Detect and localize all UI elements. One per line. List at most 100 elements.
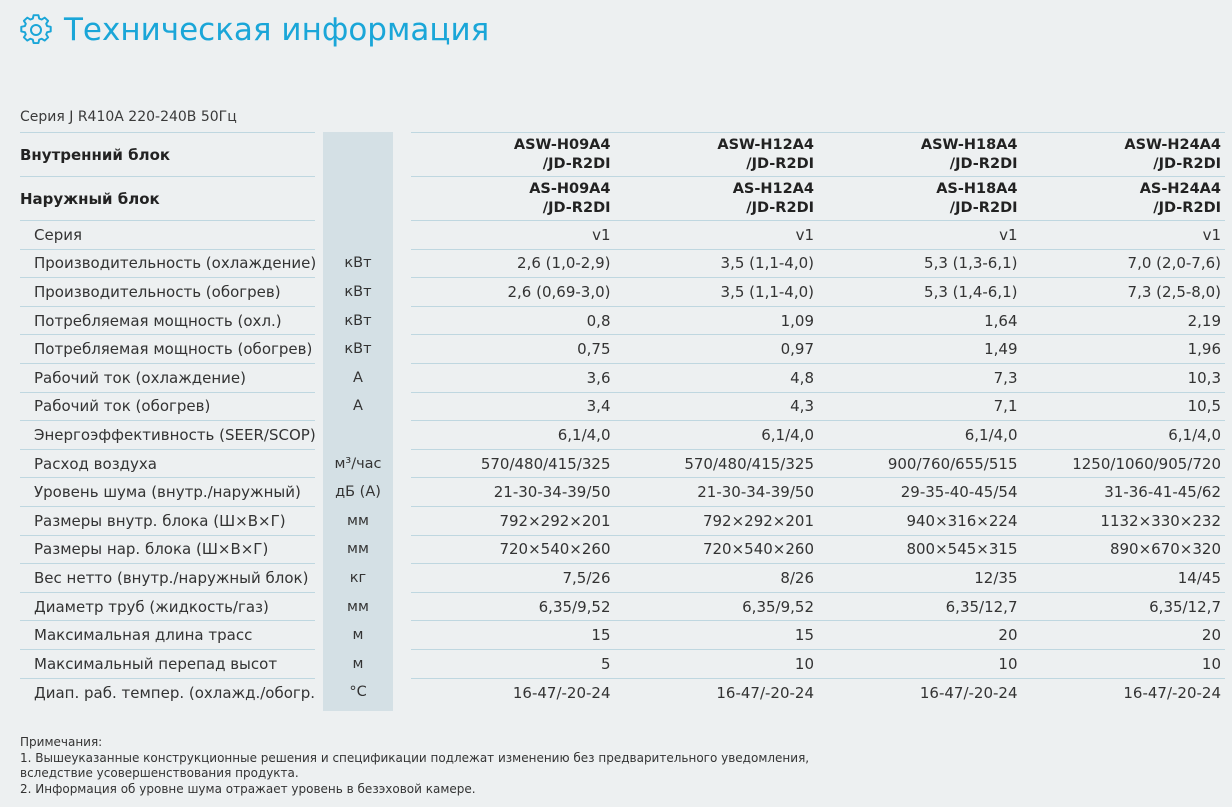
gap-cell xyxy=(393,363,411,392)
param-value: 792×292×201 xyxy=(411,505,615,536)
gap-cell xyxy=(315,535,323,564)
gap-cell xyxy=(393,478,411,507)
param-label: Диап. раб. темпер. (охлажд./обогр.) xyxy=(20,677,315,707)
param-value: 6,1/4,0 xyxy=(411,420,615,450)
param-value: 6,35/9,52 xyxy=(411,591,615,621)
table-row: Максимальный перепад высот м 5 10 10 10 xyxy=(20,648,1225,678)
param-label: Серия xyxy=(20,220,315,250)
param-value: v1 xyxy=(1021,220,1225,250)
gap-cell xyxy=(315,649,323,678)
model-name-line: ASW-H12A4 xyxy=(717,136,814,153)
param-value: 15 xyxy=(614,620,818,650)
param-value: 720×540×260 xyxy=(411,534,615,564)
model-name-line: ASW-H09A4 xyxy=(513,136,611,153)
param-unit: кг xyxy=(349,569,367,586)
gap-cell xyxy=(393,249,411,278)
table-row: Потребляемая мощность (обогрев) кВт 0,75 0,… xyxy=(20,334,1225,364)
note-line: вследствие усовершенствования продукта. xyxy=(20,766,299,780)
param-value: 16-47/-20-24 xyxy=(411,677,615,707)
param-value: 29-35-40-45/54 xyxy=(818,477,1022,507)
unit-column-band xyxy=(323,132,393,711)
model-name-line: /JD-R2DI xyxy=(1153,199,1221,216)
param-value: 3,6 xyxy=(411,362,615,393)
param-value: 1,09 xyxy=(614,305,818,335)
param-value: 10,3 xyxy=(1021,362,1225,393)
model-name-cell: AS-H12A4/JD-R2DI xyxy=(614,176,818,221)
model-name-line: ASW-H18A4 xyxy=(920,136,1018,153)
param-value: 7,0 (2,0-7,6) xyxy=(1021,248,1225,278)
param-label: Энергоэффективность (SEER/SCOP) xyxy=(20,420,315,450)
param-label: Максимальная длина трасс xyxy=(20,620,315,650)
table-row: Производительность (охлаждение) кВт 2,6 (1… xyxy=(20,248,1225,278)
param-unit: м xyxy=(352,627,364,644)
param-value: 800×545×315 xyxy=(818,534,1022,564)
gap-cell xyxy=(315,133,323,177)
gap-cell xyxy=(315,221,323,250)
gap-cell xyxy=(393,449,411,478)
param-value: 570/480/415/325 xyxy=(614,448,818,478)
gap-cell xyxy=(393,221,411,250)
gap-cell xyxy=(393,535,411,564)
param-label: Потребляемая мощность (обогрев) xyxy=(20,334,315,364)
page-header: Техническая информация xyxy=(20,8,489,52)
note-line: 1. Вышеуказанные конструкционные решения… xyxy=(20,750,810,765)
param-value: 4,3 xyxy=(614,391,818,421)
table-row: Расход воздуха м³/час 570/480/415/325 570/4… xyxy=(20,448,1225,478)
model-name-line: AS-H24A4 xyxy=(1139,180,1221,197)
gap-cell xyxy=(393,564,411,593)
model-name-line: /JD-R2DI xyxy=(746,155,814,172)
param-value: v1 xyxy=(818,220,1022,250)
table-row: Диап. раб. темпер. (охлажд./обогр.) °С 16-… xyxy=(20,677,1225,707)
param-value: 5 xyxy=(411,648,615,678)
note-line: 2. Информация об уровне шума отражает ур… xyxy=(20,781,476,796)
param-value: 792×292×201 xyxy=(614,505,818,536)
param-value: 10 xyxy=(1021,648,1225,678)
gap-cell xyxy=(393,421,411,450)
param-label: Потребляемая мощность (охл.) xyxy=(20,305,315,335)
model-name-line: /JD-R2DI xyxy=(746,199,814,216)
model-name-line: /JD-R2DI xyxy=(542,155,611,172)
param-unit: кВт xyxy=(344,312,372,329)
param-unit xyxy=(323,421,393,450)
param-value: 21-30-34-39/50 xyxy=(614,477,818,507)
param-label: Размеры нар. блока (Ш×В×Г) xyxy=(20,534,315,564)
gap-cell xyxy=(393,392,411,421)
table-row: Энергоэффективность (SEER/SCOP) 6,1/4,0 6,… xyxy=(20,420,1225,450)
param-label: Производительность (охлаждение) xyxy=(20,248,315,278)
model-name-line: /JD-R2DI xyxy=(1153,155,1221,172)
param-value: 1,64 xyxy=(818,305,1022,335)
model-name-line: AS-H09A4 xyxy=(529,180,611,197)
param-unit: м xyxy=(352,655,364,672)
param-value: 16-47/-20-24 xyxy=(818,677,1022,707)
param-unit: м³/час xyxy=(334,455,382,472)
model-name-line: /JD-R2DI xyxy=(949,155,1018,172)
param-value: 31-36-41-45/62 xyxy=(1021,477,1225,507)
gap-cell xyxy=(393,278,411,307)
param-value: 0,8 xyxy=(411,305,615,335)
param-value: 7,1 xyxy=(818,391,1022,421)
param-value: v1 xyxy=(411,220,615,250)
gap-cell xyxy=(315,678,323,707)
gap-cell xyxy=(315,506,323,535)
page-title: Техническая информация xyxy=(64,12,490,48)
table-row: Рабочий ток (обогрев) А 3,4 4,3 7,1 10,5 xyxy=(20,391,1225,421)
series-caption: Серия J R410A 220-240В 50Гц xyxy=(20,109,237,125)
param-value: 0,75 xyxy=(411,334,615,364)
table-row: Размеры внутр. блока (Ш×В×Г) мм 792×292×20… xyxy=(20,505,1225,536)
model-name-cell: AS-H24A4/JD-R2DI xyxy=(1021,176,1225,221)
param-value: 5,3 (1,4-6,1) xyxy=(818,277,1022,307)
model-row-label: Внутренний блок xyxy=(20,132,315,177)
table-row: Рабочий ток (охлаждение) А 3,6 4,8 7,3 10,3 xyxy=(20,362,1225,393)
param-unit: А xyxy=(353,398,363,415)
param-value: 4,8 xyxy=(614,362,818,393)
param-value: 6,35/9,52 xyxy=(614,591,818,621)
gap-cell xyxy=(393,177,411,221)
param-value: 20 xyxy=(1021,620,1225,650)
param-value: 7,3 (2,5-8,0) xyxy=(1021,277,1225,307)
param-value: 6,1/4,0 xyxy=(614,420,818,450)
param-label: Рабочий ток (охлаждение) xyxy=(20,362,315,393)
param-value: 6,35/12,7 xyxy=(818,591,1022,621)
param-unit: кВт xyxy=(344,283,372,300)
model-name-cell: ASW-H09A4/JD-R2DI xyxy=(411,132,615,177)
param-value: 10 xyxy=(818,648,1022,678)
